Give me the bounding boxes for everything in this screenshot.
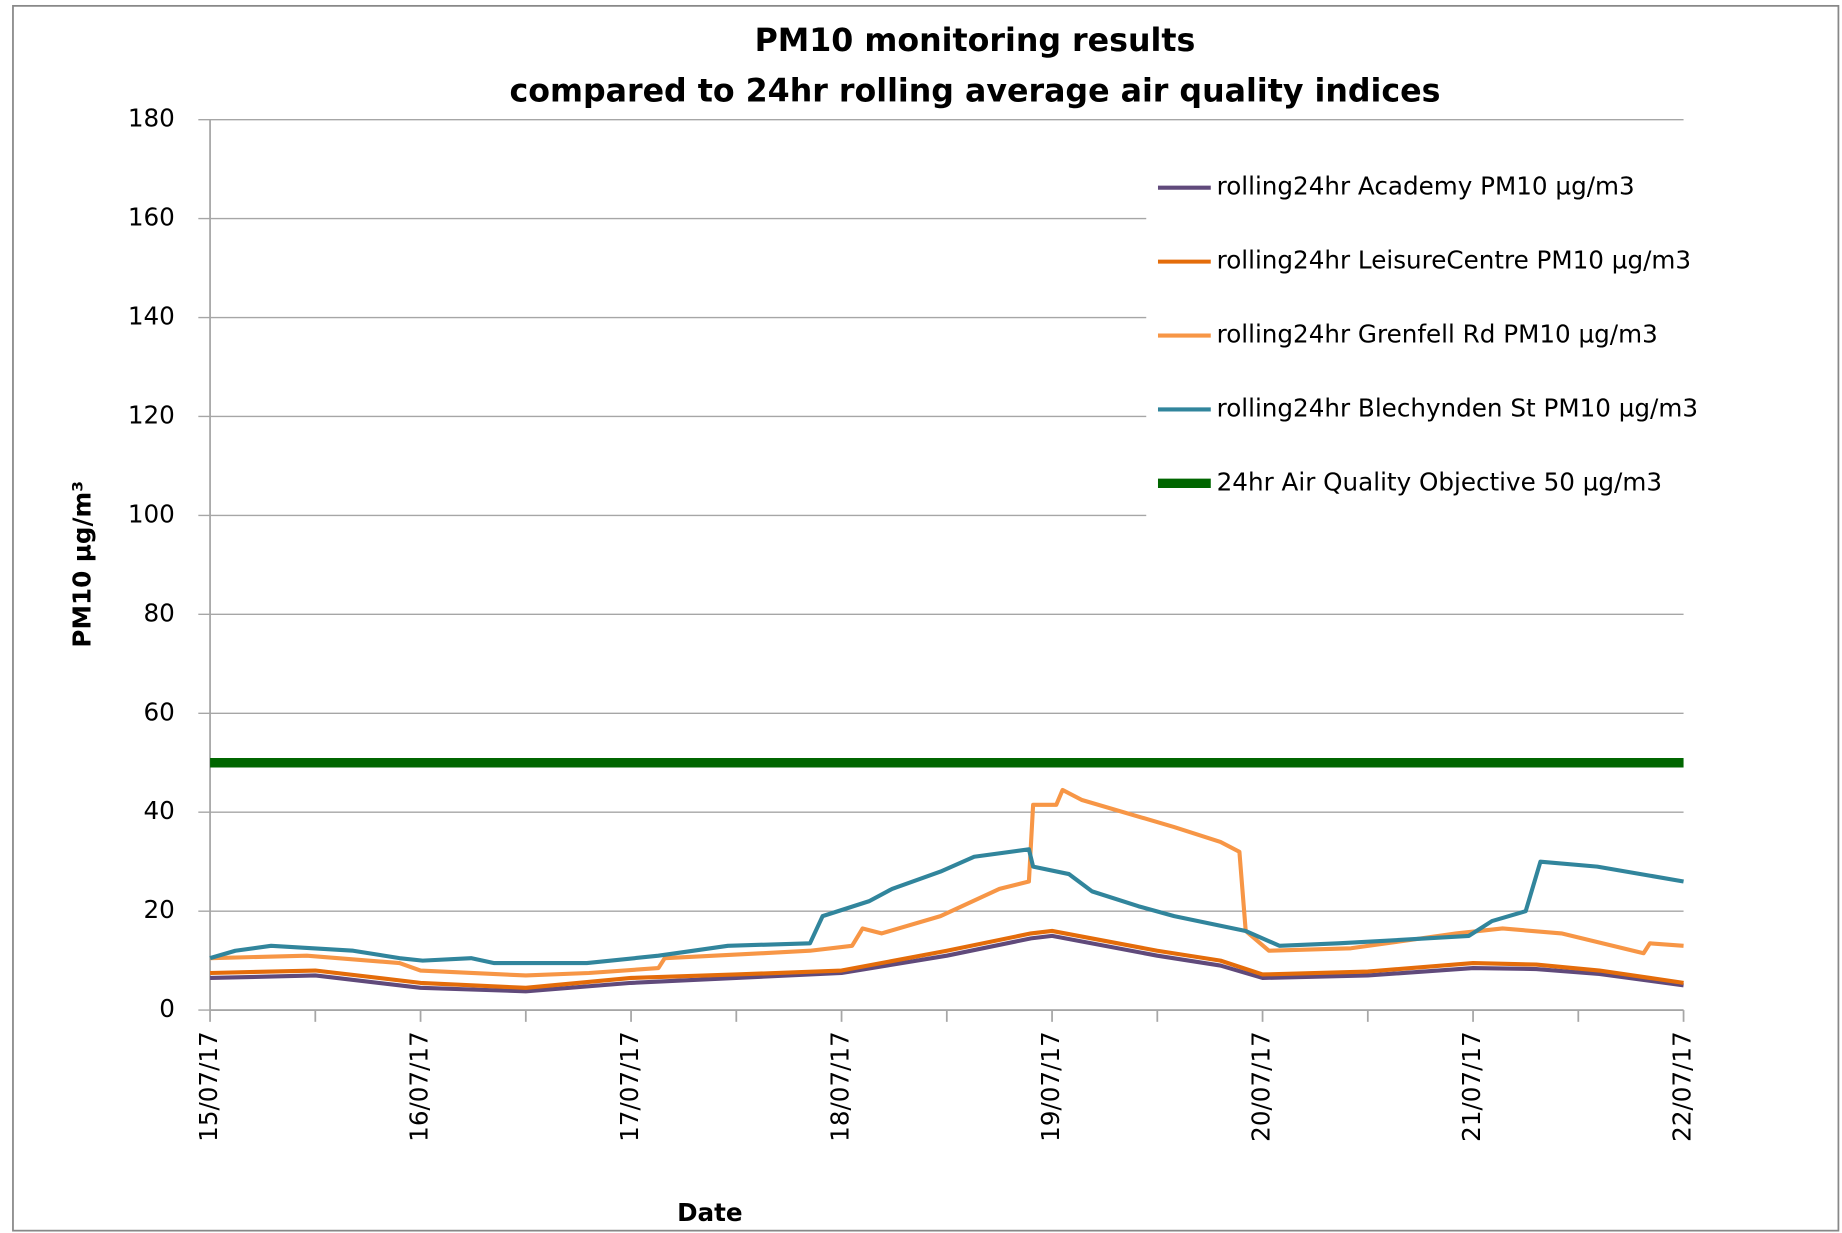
- y-tick-label: 0: [159, 994, 175, 1023]
- chart-title: compared to 24hr rolling average air qua…: [509, 74, 1440, 110]
- legend-label: rolling24hr Grenfell Rd PM10 µg/m3: [1217, 320, 1658, 349]
- y-tick-label: 180: [128, 104, 175, 133]
- legend-label: 24hr Air Quality Objective 50 µg/m3: [1217, 467, 1662, 496]
- y-tick-label: 100: [128, 499, 175, 528]
- x-tick-label: 17/07/17: [615, 1031, 644, 1142]
- y-tick-label: 140: [128, 302, 175, 331]
- x-tick-label: 21/07/17: [1457, 1031, 1486, 1142]
- legend-box: [1146, 150, 1815, 532]
- legend-label: rolling24hr LeisureCentre PM10 µg/m3: [1217, 246, 1691, 275]
- x-tick-label: 15/07/17: [194, 1031, 223, 1142]
- y-tick-label: 80: [144, 598, 175, 627]
- x-tick-label: 16/07/17: [405, 1031, 434, 1142]
- series-line: [209, 847, 1684, 966]
- y-tick-label: 20: [144, 895, 175, 924]
- y-tick-label: 120: [128, 400, 175, 429]
- y-tick-label: 40: [144, 796, 175, 825]
- series-line: [210, 928, 1684, 990]
- x-axis-title: Date: [677, 1198, 743, 1227]
- y-tick-label: 160: [128, 203, 175, 232]
- y-tick-label: 60: [144, 697, 175, 726]
- legend-label: rolling24hr Blechynden St PM10 µg/m3: [1217, 393, 1698, 422]
- y-axis-title: PM10 µg/m³: [67, 481, 96, 648]
- series-line: [210, 933, 1684, 994]
- x-tick-label: 18/07/17: [826, 1031, 855, 1142]
- chart-title: PM10 monitoring results: [755, 23, 1196, 59]
- x-tick-label: 22/07/17: [1668, 1031, 1697, 1142]
- legend-label: rolling24hr Academy PM10 µg/m3: [1217, 172, 1635, 201]
- x-tick-label: 20/07/17: [1247, 1031, 1276, 1142]
- x-tick-label: 19/07/17: [1036, 1031, 1065, 1142]
